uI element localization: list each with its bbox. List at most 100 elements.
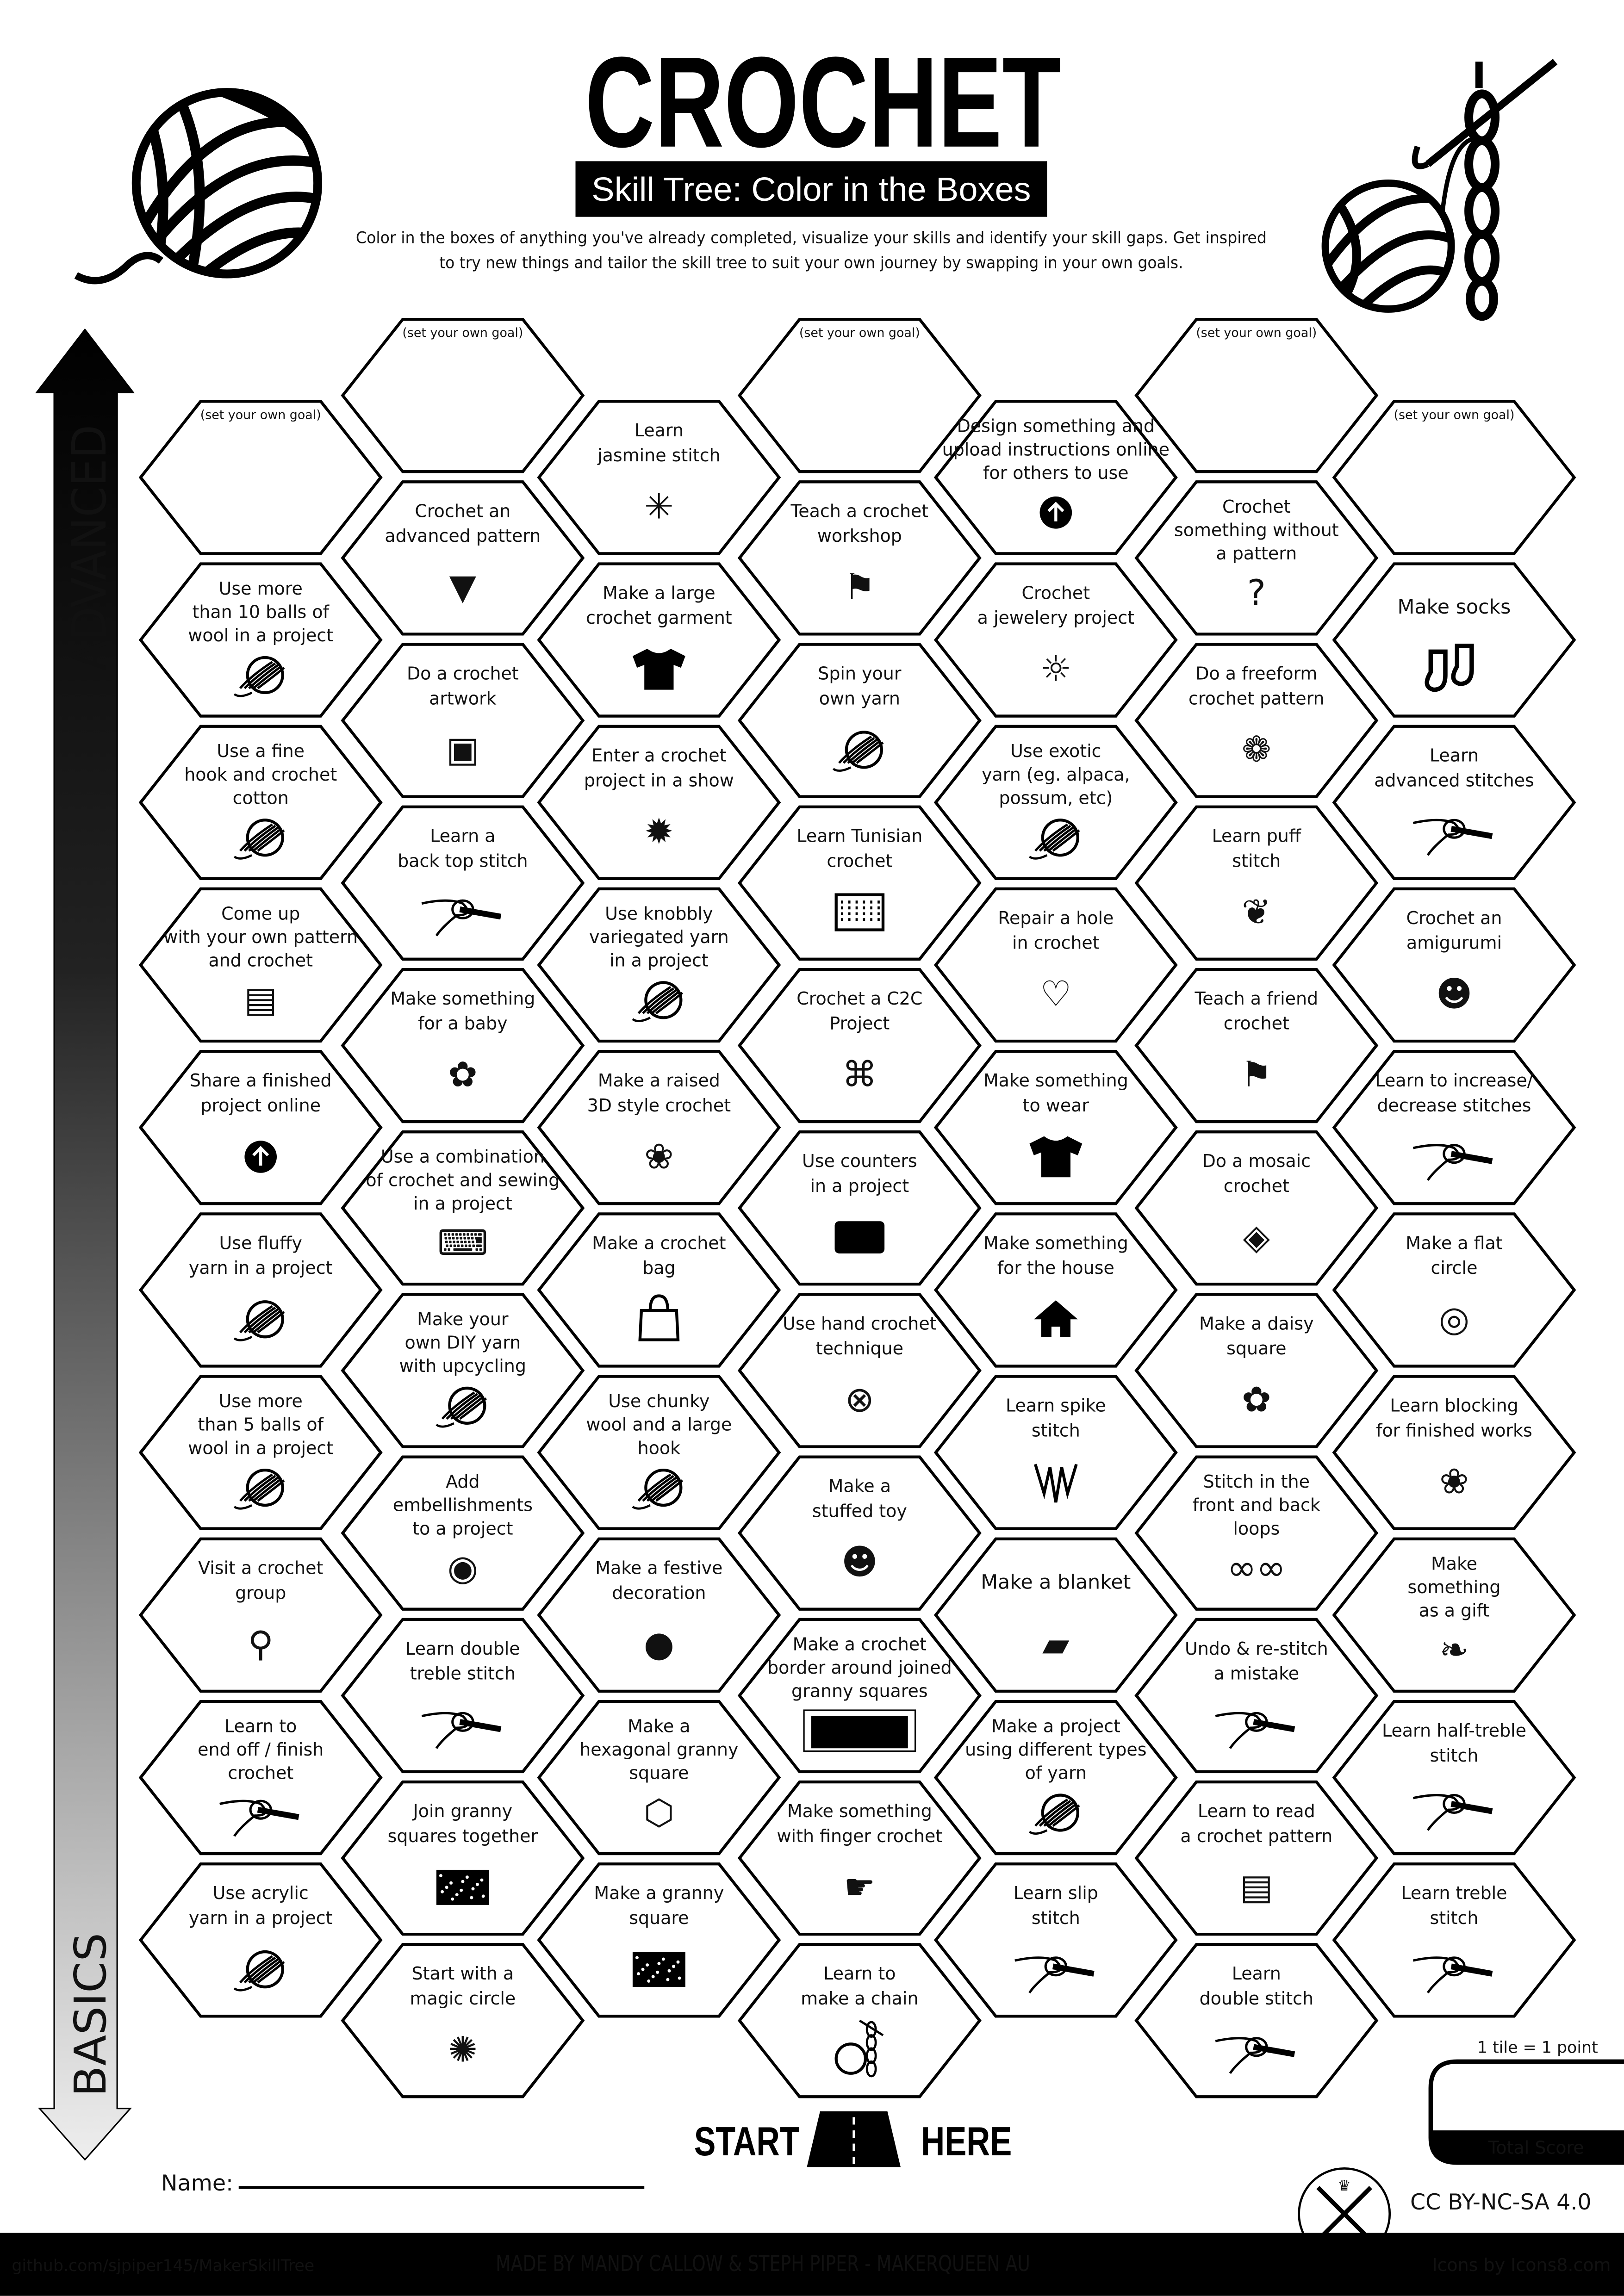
repo-link[interactable]: github.com/sjpiper145/MakerSkillTree xyxy=(12,2257,314,2275)
tile-hexagon[interactable] xyxy=(537,1375,781,1530)
skill-tile[interactable]: Join granny squares together xyxy=(341,1780,585,1936)
skill-tile[interactable]: Undo & re-stitch a mistake xyxy=(1134,1618,1379,1774)
tile-hexagon[interactable] xyxy=(341,480,585,636)
skill-tile[interactable]: Use fluffy yarn in a project xyxy=(138,1212,383,1368)
skill-tile[interactable]: Visit a crochet group ⚲ xyxy=(138,1537,383,1693)
skill-tile[interactable]: Crochet an advanced pattern ▼ xyxy=(341,480,585,636)
skill-tile[interactable]: Crochet a jewelery project ☼ xyxy=(933,562,1178,718)
skill-tile[interactable]: Learn slip stitch xyxy=(933,1862,1178,2018)
skill-tile[interactable]: Make a crochet border around joined granny… xyxy=(737,1618,982,1774)
skill-tile[interactable]: Use exotic yarn (eg. alpaca, possum, etc) xyxy=(933,725,1178,880)
skill-tile[interactable]: Start with a magic circle ✺ xyxy=(341,1943,585,2098)
skill-tile[interactable]: Add embellishments to a project ◉ xyxy=(341,1455,585,1611)
tile-hexagon[interactable] xyxy=(138,1862,383,2018)
tile-hexagon[interactable] xyxy=(1332,1375,1576,1530)
skill-tile[interactable]: Learn spike stitch xyxy=(933,1375,1178,1530)
tile-hexagon[interactable] xyxy=(1134,1130,1379,1286)
skill-tile[interactable]: Learn jasmine stitch ✳ xyxy=(537,400,781,555)
tile-hexagon[interactable] xyxy=(1332,1212,1576,1368)
tile-hexagon[interactable] xyxy=(737,643,982,798)
skill-tile[interactable]: Make a daisy square ✿ xyxy=(1134,1293,1379,1448)
tile-hexagon[interactable] xyxy=(138,887,383,1043)
skill-tile[interactable]: Come up with your own pattern and crochet ▤ xyxy=(138,887,383,1043)
tile-hexagon[interactable] xyxy=(341,1130,585,1286)
skill-tile[interactable]: Make a large crochet garment xyxy=(537,562,781,718)
tile-hexagon[interactable] xyxy=(737,1780,982,1936)
skill-tile[interactable]: Enter a crochet project in a show ✹ xyxy=(537,725,781,880)
skill-tile[interactable]: Learn puff stitch ❦ xyxy=(1134,805,1379,961)
tile-hexagon[interactable] xyxy=(933,562,1178,718)
tile-hexagon[interactable] xyxy=(138,1212,383,1368)
skill-tile[interactable]: Learn Tunisian crochet xyxy=(737,805,982,961)
skill-tile[interactable]: Make something with finger crochet ☛ xyxy=(737,1780,982,1936)
skill-tile[interactable]: Spin your own yarn xyxy=(737,643,982,798)
skill-tile[interactable]: Teach a crochet workshop ⚑ xyxy=(737,480,982,636)
tile-hexagon[interactable] xyxy=(1332,1862,1576,2018)
tile-hexagon[interactable] xyxy=(341,968,585,1123)
skill-tile[interactable]: Crochet a C2C Project ⌘ xyxy=(737,968,982,1123)
skill-tile[interactable]: Learn advanced stitches xyxy=(1332,725,1576,880)
skill-tile[interactable]: Make a festive decoration ● xyxy=(537,1537,781,1693)
tile-hexagon[interactable] xyxy=(1332,1050,1576,1205)
tile-hexagon[interactable] xyxy=(737,480,982,636)
skill-tile[interactable]: Make something for the house xyxy=(933,1212,1178,1368)
skill-tile[interactable]: Make socks xyxy=(1332,562,1576,718)
tile-hexagon[interactable] xyxy=(1134,1618,1379,1774)
tile-hexagon[interactable] xyxy=(341,1943,585,2098)
skill-tile[interactable]: Make your own DIY yarn with upcycling xyxy=(341,1293,585,1448)
skill-tile[interactable]: Learn double stitch xyxy=(1134,1943,1379,2098)
skill-tile[interactable]: Use a combination of crochet and sewing in… xyxy=(341,1130,585,1286)
total-score-box[interactable]: Total Score xyxy=(1428,2059,1624,2165)
skill-tile[interactable]: Learn to end off / finish crochet xyxy=(138,1700,383,1855)
tile-hexagon[interactable] xyxy=(537,400,781,555)
skill-tile[interactable]: Use hand crochet technique ⊗ xyxy=(737,1293,982,1448)
tile-hexagon[interactable] xyxy=(933,1050,1178,1205)
skill-tile[interactable]: Learn blocking for finished works ❀ xyxy=(1332,1375,1576,1530)
tile-hexagon[interactable] xyxy=(537,562,781,718)
tile-hexagon[interactable] xyxy=(1134,968,1379,1123)
skill-tile[interactable]: Teach a friend crochet ⚑ xyxy=(1134,968,1379,1123)
tile-hexagon[interactable] xyxy=(341,1455,585,1611)
tile-hexagon[interactable] xyxy=(737,1293,982,1448)
skill-tile[interactable]: Use knobbly variegated yarn in a project xyxy=(537,887,781,1043)
icons-credit[interactable]: Icons by Icons8.com xyxy=(1432,2255,1611,2275)
skill-tile[interactable]: Make a granny square xyxy=(537,1862,781,2018)
skill-tile[interactable]: Use a fine hook and crochet cotton xyxy=(138,725,383,880)
tile-hexagon[interactable] xyxy=(341,643,585,798)
tile-hexagon[interactable] xyxy=(933,1375,1178,1530)
skill-tile[interactable]: Learn a back top stitch xyxy=(341,805,585,961)
tile-hexagon[interactable] xyxy=(737,968,982,1123)
tile-hexagon[interactable] xyxy=(537,1700,781,1855)
tile-hexagon[interactable] xyxy=(1134,1780,1379,1936)
skill-tile[interactable]: Crochet an amigurumi ☻ xyxy=(1332,887,1576,1043)
tile-hexagon[interactable] xyxy=(138,562,383,718)
skill-tile[interactable]: Crochet something without a pattern? xyxy=(1134,480,1379,636)
tile-hexagon[interactable] xyxy=(933,1212,1178,1368)
skill-tile[interactable]: Learn to increase/decrease stitches xyxy=(1332,1050,1576,1205)
skill-tile[interactable]: Learn half-treble stitch xyxy=(1332,1700,1576,1855)
custom-goal-tile[interactable]: (set your own goal) xyxy=(1134,317,1379,473)
tile-hexagon[interactable] xyxy=(933,400,1178,555)
tile-hexagon[interactable] xyxy=(1134,1455,1379,1611)
skill-tile[interactable]: Learn to read a crochet pattern ▤ xyxy=(1134,1780,1379,1936)
skill-tile[interactable]: Learn treble stitch xyxy=(1332,1862,1576,2018)
tile-hexagon[interactable] xyxy=(1134,643,1379,798)
skill-tile[interactable]: Use acrylic yarn in a project xyxy=(138,1862,383,2018)
tile-hexagon[interactable] xyxy=(737,317,982,473)
tile-hexagon[interactable] xyxy=(537,1537,781,1693)
skill-tile[interactable]: Make a hexagonal granny square ⬡ xyxy=(537,1700,781,1855)
custom-goal-tile[interactable]: (set your own goal) xyxy=(341,317,585,473)
skill-tile[interactable]: Repair a hole in crochet ♡ xyxy=(933,887,1178,1043)
tile-hexagon[interactable] xyxy=(1332,562,1576,718)
skill-tile[interactable]: Make something for a baby ✿ xyxy=(341,968,585,1123)
skill-tile[interactable]: Share a finished project online xyxy=(138,1050,383,1205)
tile-hexagon[interactable] xyxy=(1332,400,1576,555)
tile-hexagon[interactable] xyxy=(737,805,982,961)
skill-tile[interactable]: Do a mosaic crochet ◈ xyxy=(1134,1130,1379,1286)
tile-hexagon[interactable] xyxy=(537,887,781,1043)
tile-hexagon[interactable] xyxy=(341,1780,585,1936)
tile-hexagon[interactable] xyxy=(1332,1537,1576,1693)
skill-tile[interactable]: Use counters in a project xyxy=(737,1130,982,1286)
skill-tile[interactable]: Make a stuffed toy ☻ xyxy=(737,1455,982,1611)
tile-hexagon[interactable] xyxy=(138,725,383,880)
